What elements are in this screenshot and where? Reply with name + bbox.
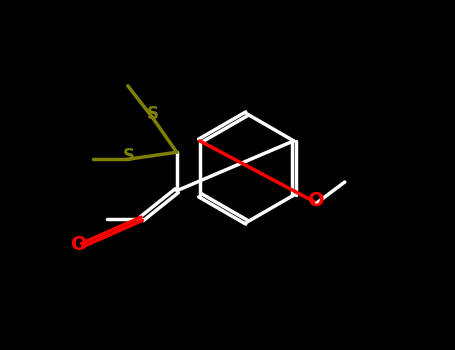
Text: S: S [122,147,134,165]
Text: O: O [71,236,88,254]
Text: O: O [308,191,324,210]
Text: S: S [147,105,159,123]
